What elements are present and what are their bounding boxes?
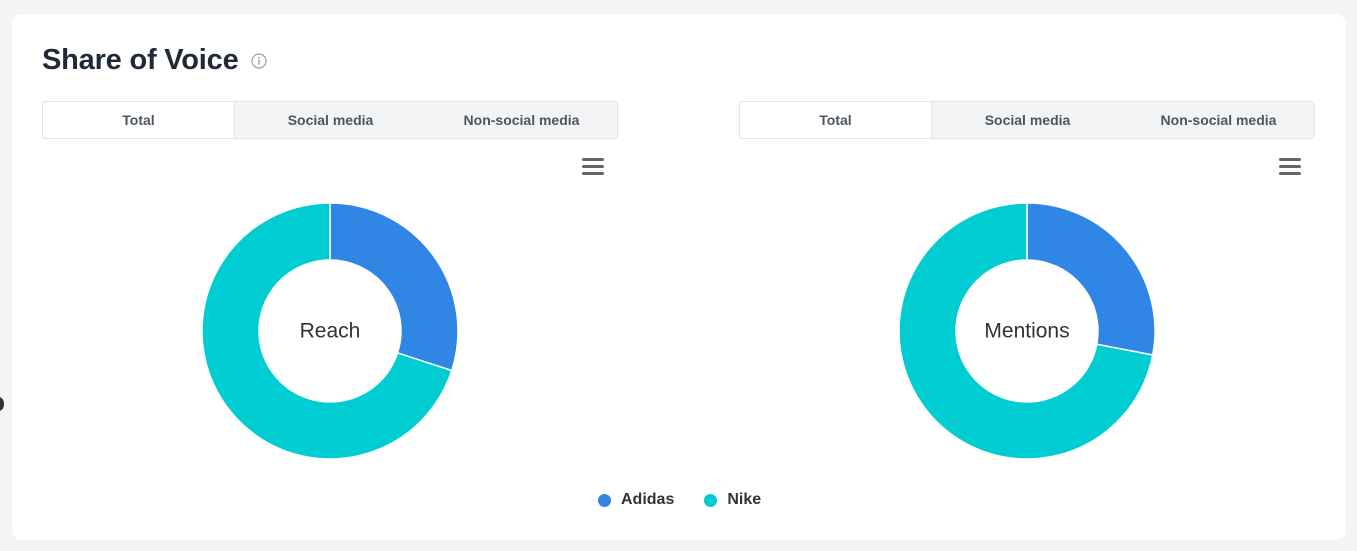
- edge-handle: [0, 397, 4, 411]
- mentions-donut-chart: Mentions: [898, 202, 1156, 460]
- legend-item-adidas[interactable]: Adidas: [598, 491, 674, 509]
- right-tab-non-social-media[interactable]: Non-social media: [1160, 112, 1277, 128]
- donut-slice-adidas[interactable]: [329, 202, 459, 372]
- legend-label-adidas: Adidas: [621, 491, 675, 508]
- legend-marker-adidas: [598, 493, 611, 507]
- reach-donut-chart: Reach: [201, 202, 459, 460]
- left-tab-non-social-media[interactable]: Non-social media: [463, 112, 580, 128]
- donut-slice-adidas[interactable]: [1026, 202, 1156, 356]
- right-chart-menu-icon[interactable]: [1279, 158, 1301, 176]
- legend-label-nike: Nike: [727, 491, 762, 508]
- card-header: Share of Voice: [42, 44, 267, 77]
- chart-legend: Adidas Nike: [598, 491, 791, 509]
- right-tab-social-media[interactable]: Social media: [984, 112, 1071, 128]
- legend-marker-nike: [704, 493, 718, 507]
- card-title: Share of Voice: [42, 44, 239, 76]
- reach-center-label: Reach: [300, 320, 361, 343]
- donut-slice-nike[interactable]: [201, 202, 453, 460]
- info-icon[interactable]: [250, 52, 267, 69]
- donut-slice-nike[interactable]: [898, 202, 1154, 460]
- right-tab-total[interactable]: Total: [740, 102, 932, 138]
- left-tab-bar: Total Social media Non-social media: [42, 101, 618, 139]
- left-tab-social-media[interactable]: Social media: [287, 112, 374, 128]
- mentions-center-label: Mentions: [984, 320, 1069, 343]
- left-tab-total[interactable]: Total: [43, 102, 235, 138]
- right-tab-bar: Total Social media Non-social media: [739, 101, 1315, 139]
- share-of-voice-card: Share of Voice Total Social media Non-so…: [12, 14, 1346, 540]
- left-chart-menu-icon[interactable]: [582, 158, 604, 176]
- legend-item-nike[interactable]: Nike: [704, 491, 761, 509]
